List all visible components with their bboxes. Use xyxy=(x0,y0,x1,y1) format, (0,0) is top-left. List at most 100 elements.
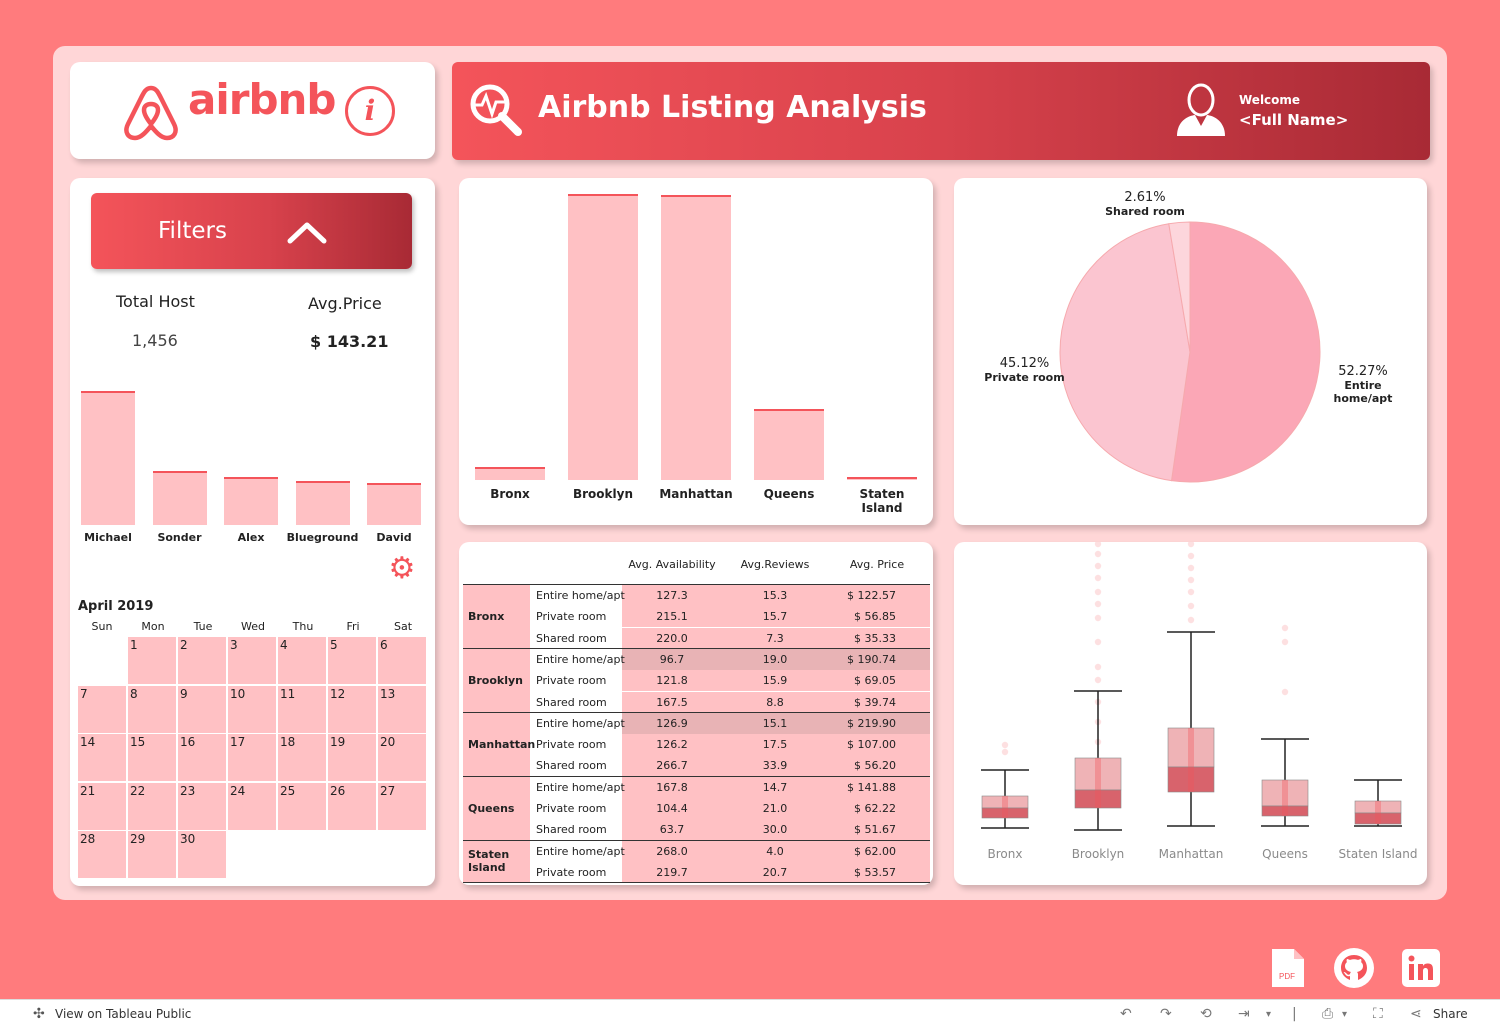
fullscreen-icon[interactable]: ⛶ xyxy=(1373,1006,1383,1022)
box-lower xyxy=(981,807,1029,819)
calendar-day[interactable]: 6 xyxy=(378,637,427,685)
table-price: $ 62.00 xyxy=(854,844,896,858)
box-lower xyxy=(1167,766,1215,793)
calendar-day[interactable]: 25 xyxy=(278,782,327,831)
table-row xyxy=(622,712,930,734)
calendar-day[interactable]: 2 xyxy=(178,637,227,685)
box-plot-item[interactable] xyxy=(981,741,1029,829)
calendar-day[interactable]: 23 xyxy=(178,782,227,831)
pie-slice[interactable] xyxy=(1059,223,1191,482)
table-reviews: 20.7 xyxy=(762,865,788,879)
calendar-day[interactable]: 10 xyxy=(228,685,277,734)
table-reviews: 33.9 xyxy=(762,759,788,773)
avg-price-value: $ 143.21 xyxy=(310,332,389,351)
undo-icon[interactable]: ↶ xyxy=(1120,1006,1132,1022)
calendar-day[interactable]: 15 xyxy=(128,734,177,782)
calendar-day[interactable]: 16 xyxy=(178,734,227,782)
total-host-label: Total Host xyxy=(116,292,195,311)
share-button[interactable]: Share xyxy=(1433,1007,1468,1021)
calendar-day[interactable]: 26 xyxy=(328,782,377,831)
host-bar[interactable] xyxy=(152,471,207,525)
box-plot-item[interactable] xyxy=(1354,779,1402,827)
calendar-day[interactable]: 4 xyxy=(278,637,327,685)
pdf-icon[interactable]: PDF xyxy=(1266,947,1308,989)
table-room-type: Shared room xyxy=(536,695,607,709)
calendar-day[interactable]: 8 xyxy=(128,685,177,734)
revert-icon[interactable]: ⟲ xyxy=(1200,1006,1212,1022)
calendar-day[interactable]: 12 xyxy=(328,685,377,734)
airbnb-logo-icon xyxy=(124,85,178,141)
box-outlier xyxy=(1094,676,1102,684)
calendar-day[interactable]: 3 xyxy=(228,637,277,685)
calendar-day[interactable]: 24 xyxy=(228,782,277,831)
room-type-pie-chart: 2.61% Shared room 45.12% Private room 52… xyxy=(954,178,1427,525)
table-reviews: 7.3 xyxy=(766,631,784,645)
table-row xyxy=(622,776,930,798)
calendar-day[interactable]: 13 xyxy=(378,685,427,734)
tableau-toolbar: ✣ View on Tableau Public ↶ ↷ ⟲ ⇥ ▾ | ⎙ ▾… xyxy=(0,999,1500,1027)
table-borough-cell: Bronx xyxy=(463,585,530,648)
calendar-day[interactable]: 1 xyxy=(128,637,177,685)
info-icon[interactable]: i xyxy=(345,86,395,136)
box-plot-item[interactable] xyxy=(1261,624,1309,827)
calendar-weekday: Wed xyxy=(241,620,265,633)
calendar-day[interactable]: 22 xyxy=(128,782,177,831)
gear-icon[interactable]: ⚙ xyxy=(388,551,416,586)
linkedin-icon[interactable] xyxy=(1400,947,1442,989)
user-full-name: <Full Name> xyxy=(1239,111,1349,129)
box-plot-item[interactable] xyxy=(1167,542,1215,827)
host-bar[interactable] xyxy=(81,391,135,525)
pdf-icon-label: PDF xyxy=(1279,972,1295,981)
borough-bar[interactable] xyxy=(568,194,638,480)
pie-slice[interactable] xyxy=(1170,221,1321,483)
github-icon[interactable] xyxy=(1333,947,1375,989)
calendar-day[interactable]: 28 xyxy=(78,831,127,879)
download-icon[interactable]: ⎙ xyxy=(1322,1006,1334,1022)
refresh-icon[interactable]: ⇥ xyxy=(1238,1006,1250,1022)
calendar-day[interactable]: 20 xyxy=(378,734,427,782)
filters-toggle-button[interactable]: Filters xyxy=(91,193,412,269)
host-bar-label: David xyxy=(376,531,412,544)
calendar-day[interactable]: 7 xyxy=(78,685,127,734)
calendar-day[interactable]: 21 xyxy=(78,782,127,831)
table-reviews: 30.0 xyxy=(762,823,788,837)
host-bar-label: Alex xyxy=(237,531,265,544)
calendar-day[interactable]: 19 xyxy=(328,734,377,782)
borough-bar[interactable] xyxy=(754,408,824,480)
calendar-day[interactable]: 30 xyxy=(178,831,227,879)
calendar-day[interactable]: 11 xyxy=(278,685,327,734)
table-availability: 121.8 xyxy=(656,674,688,688)
calendar-day[interactable]: 17 xyxy=(228,734,277,782)
chevron-up-icon xyxy=(287,222,327,244)
table-room-type: Private room xyxy=(536,738,607,752)
table-availability: 268.0 xyxy=(656,844,688,858)
host-bar[interactable] xyxy=(295,480,350,525)
share-icon[interactable]: ⋖ xyxy=(1410,1006,1422,1022)
calendar-day[interactable]: 14 xyxy=(78,734,127,782)
download-dropdown-icon[interactable]: ▾ xyxy=(1342,1009,1348,1020)
table-header-availability: Avg. Availability xyxy=(628,558,716,571)
host-bar[interactable] xyxy=(367,483,421,525)
view-on-tableau-link[interactable]: View on Tableau Public xyxy=(55,1007,192,1021)
table-room-type: Private room xyxy=(536,865,607,879)
calendar-day[interactable]: 5 xyxy=(328,637,377,685)
dropdown-icon[interactable]: ▾ xyxy=(1266,1009,1272,1020)
table-row xyxy=(622,861,930,883)
host-bar[interactable] xyxy=(224,476,278,525)
table-price: $ 69.05 xyxy=(854,674,896,688)
borough-bar[interactable] xyxy=(475,467,545,480)
borough-bar[interactable] xyxy=(661,195,731,480)
calendar-day[interactable]: 29 xyxy=(128,831,177,879)
borough-bar[interactable] xyxy=(847,476,917,480)
box-upper xyxy=(1167,727,1215,768)
filters-label: Filters xyxy=(158,218,227,244)
calendar-day[interactable]: 18 xyxy=(278,734,327,782)
box-plot-label: Brooklyn xyxy=(1071,847,1125,861)
calendar-day[interactable]: 9 xyxy=(178,685,227,734)
calendar-day[interactable]: 27 xyxy=(378,782,427,831)
logo-card: airbnb i xyxy=(70,62,435,159)
pie-slice[interactable] xyxy=(1168,221,1191,353)
redo-icon[interactable]: ↷ xyxy=(1160,1006,1172,1022)
box-plot-item[interactable] xyxy=(1074,542,1122,831)
calendar-weekday: Sun xyxy=(91,620,113,633)
